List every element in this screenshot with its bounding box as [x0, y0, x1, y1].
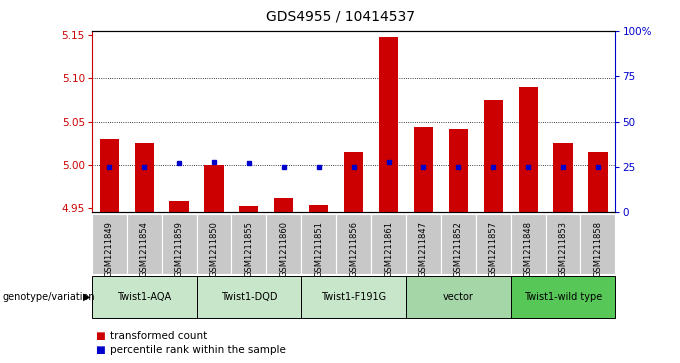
- Bar: [92, 214, 126, 274]
- Text: GSM1211854: GSM1211854: [139, 221, 149, 277]
- Text: ■: ■: [95, 331, 105, 341]
- Text: genotype/variation: genotype/variation: [2, 292, 95, 302]
- Text: vector: vector: [443, 292, 474, 302]
- Bar: [511, 276, 615, 318]
- Bar: [336, 214, 371, 274]
- Text: Twist1-F191G: Twist1-F191G: [321, 292, 386, 302]
- Text: Twist1-DQD: Twist1-DQD: [220, 292, 277, 302]
- Bar: [309, 205, 328, 212]
- Bar: [92, 276, 197, 318]
- Bar: [588, 152, 607, 212]
- Text: GSM1211853: GSM1211853: [558, 221, 568, 277]
- Bar: [267, 214, 301, 274]
- Bar: [344, 152, 363, 212]
- Bar: [205, 165, 224, 212]
- Bar: [406, 214, 441, 274]
- Text: GSM1211855: GSM1211855: [244, 221, 254, 277]
- Bar: [274, 198, 293, 212]
- Text: Twist1-AQA: Twist1-AQA: [117, 292, 171, 302]
- Bar: [554, 143, 573, 212]
- Text: GSM1211852: GSM1211852: [454, 221, 463, 277]
- Bar: [441, 214, 476, 274]
- Bar: [197, 214, 231, 274]
- Bar: [197, 276, 301, 318]
- Bar: [476, 214, 511, 274]
- Text: GSM1211861: GSM1211861: [384, 221, 393, 277]
- Text: GSM1211847: GSM1211847: [419, 221, 428, 277]
- Bar: [239, 206, 258, 212]
- Bar: [406, 276, 511, 318]
- Bar: [581, 214, 615, 274]
- Bar: [100, 139, 119, 212]
- Bar: [519, 87, 538, 212]
- Text: GSM1211859: GSM1211859: [175, 221, 184, 277]
- Text: transformed count: transformed count: [110, 331, 207, 341]
- Text: GSM1211857: GSM1211857: [489, 221, 498, 277]
- Text: Twist1-wild type: Twist1-wild type: [524, 292, 602, 302]
- Bar: [379, 37, 398, 212]
- Bar: [126, 214, 162, 274]
- Bar: [371, 214, 406, 274]
- Text: GSM1211856: GSM1211856: [349, 221, 358, 277]
- Text: percentile rank within the sample: percentile rank within the sample: [110, 345, 286, 355]
- Text: GSM1211860: GSM1211860: [279, 221, 288, 277]
- Bar: [449, 129, 468, 212]
- Bar: [414, 127, 433, 212]
- Bar: [511, 214, 545, 274]
- Bar: [135, 143, 154, 212]
- Text: GSM1211850: GSM1211850: [209, 221, 218, 277]
- Text: GSM1211858: GSM1211858: [594, 221, 602, 277]
- Text: ▶: ▶: [83, 292, 90, 302]
- Bar: [545, 214, 581, 274]
- Bar: [169, 201, 188, 212]
- Text: GDS4955 / 10414537: GDS4955 / 10414537: [265, 9, 415, 23]
- Bar: [301, 214, 336, 274]
- Bar: [162, 214, 197, 274]
- Bar: [301, 276, 406, 318]
- Text: GSM1211851: GSM1211851: [314, 221, 323, 277]
- Bar: [483, 100, 503, 212]
- Text: GSM1211849: GSM1211849: [105, 221, 114, 277]
- Bar: [231, 214, 267, 274]
- Text: GSM1211848: GSM1211848: [524, 221, 532, 277]
- Text: ■: ■: [95, 345, 105, 355]
